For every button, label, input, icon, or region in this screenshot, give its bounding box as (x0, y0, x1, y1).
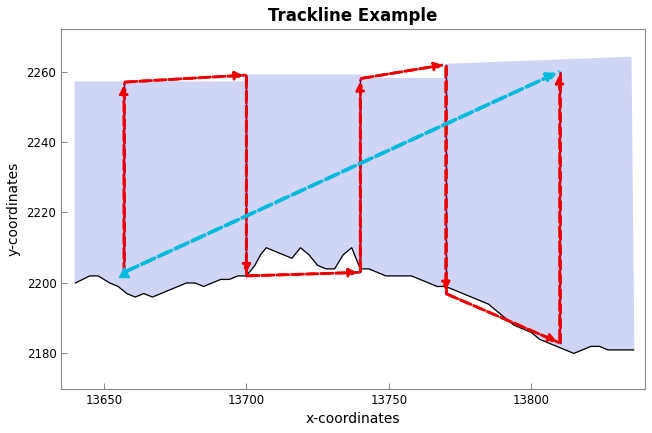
X-axis label: x-coordinates: x-coordinates (306, 412, 400, 426)
Title: Trackline Example: Trackline Example (269, 7, 438, 25)
Y-axis label: y-coordinates: y-coordinates (7, 162, 21, 256)
Polygon shape (76, 58, 634, 353)
